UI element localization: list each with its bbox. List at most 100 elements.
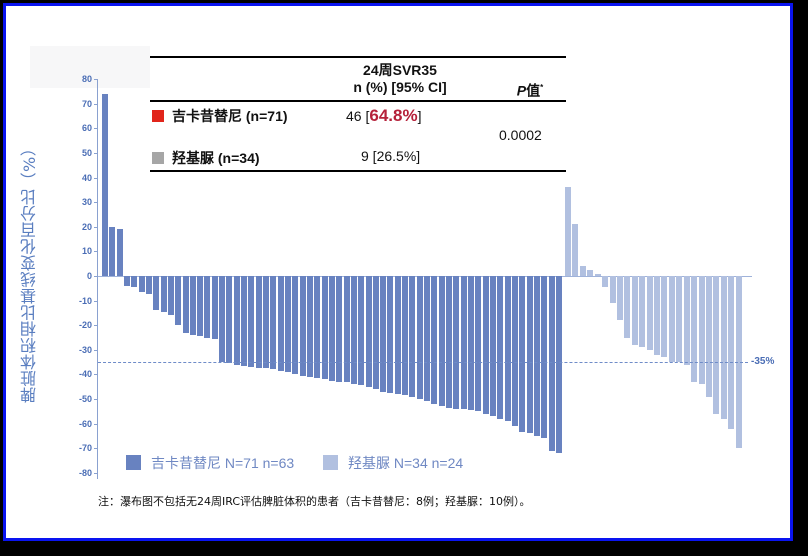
- bar-jaktinib: [131, 276, 138, 288]
- bar-jaktinib: [109, 226, 116, 276]
- bar-jaktinib: [343, 276, 350, 382]
- bar-jaktinib: [314, 276, 321, 379]
- bar-jaktinib: [489, 276, 496, 417]
- y-tick-mark: [94, 153, 98, 154]
- jaktinib-n: 46 [: [346, 108, 370, 124]
- bar-jaktinib: [438, 276, 445, 407]
- legend-label-hydroxyurea: 羟基脲 N=34 n=24: [348, 455, 464, 471]
- y-tick-mark: [94, 349, 98, 351]
- bar-hydroxyurea: [609, 276, 616, 304]
- bar-jaktinib: [460, 276, 467, 409]
- footnote: 注：瀑布图不包括无24周IRC评估脾脏体积的患者（吉卡昔替尼：8例；羟基脲：10…: [98, 495, 531, 508]
- y-tick-label: -60: [78, 418, 92, 429]
- legend-item-jaktinib: 吉卡昔替尼 N=71 n=63: [126, 453, 294, 473]
- bar-jaktinib: [555, 276, 562, 454]
- red-swatch-icon: [152, 110, 164, 122]
- bar-hydroxyurea: [639, 276, 646, 348]
- bar-jaktinib: [226, 276, 233, 364]
- row-value-jaktinib: 46 [64.8%]: [346, 106, 421, 126]
- background-band: [30, 46, 150, 88]
- bar-jaktinib: [336, 276, 343, 382]
- bar-hydroxyurea: [602, 276, 609, 288]
- bar-jaktinib: [533, 276, 540, 436]
- y-tick-mark: [94, 300, 98, 302]
- bar-jaktinib: [189, 276, 196, 336]
- row-value-hydroxyurea: 9 [26.5%]: [361, 148, 421, 164]
- bar-jaktinib: [475, 276, 482, 412]
- bar-jaktinib: [167, 276, 174, 316]
- row-label-hydroxyurea: 羟基脲 (n=34): [152, 148, 260, 168]
- y-tick-label: 50: [81, 148, 92, 158]
- hydroxyurea-label: 羟基脲 (n=34): [172, 150, 260, 166]
- bar-jaktinib: [387, 276, 394, 393]
- bar-jaktinib: [548, 276, 555, 451]
- bar-jaktinib: [145, 276, 152, 295]
- bar-jaktinib: [263, 276, 270, 369]
- header-line2: n (%) [95% CI]: [353, 79, 447, 95]
- bar-jaktinib: [306, 276, 313, 377]
- bar-jaktinib: [416, 276, 423, 399]
- bar-hydroxyurea: [720, 276, 727, 419]
- bar-hydroxyurea: [728, 276, 735, 429]
- legend-label-jaktinib: 吉卡昔替尼 N=71 n=63: [151, 455, 295, 471]
- bar-jaktinib: [153, 276, 160, 311]
- y-tick-mark: [94, 448, 98, 450]
- y-tick-label: 70: [81, 98, 92, 109]
- bar-jaktinib: [365, 276, 372, 387]
- bar-jaktinib: [241, 276, 248, 366]
- bar-jaktinib: [233, 276, 240, 365]
- y-tick-label: 10: [81, 246, 92, 257]
- bar-hydroxyurea: [631, 276, 638, 345]
- bar-jaktinib: [504, 276, 511, 422]
- bar-jaktinib: [409, 276, 416, 397]
- bar-jaktinib: [468, 276, 474, 411]
- bar-jaktinib: [402, 276, 409, 396]
- figure-panel: 脾脏体积相比基线变化百分比（%） 80 70 60 50 40 30 20 10 0 -10 -20…: [3, 3, 793, 541]
- bar-jaktinib: [138, 276, 145, 292]
- bar-jaktinib: [116, 229, 123, 276]
- y-axis-line: [97, 79, 98, 479]
- legend-item-hydroxyurea: 羟基脲 N=34 n=24: [323, 453, 463, 473]
- bar-jaktinib: [350, 276, 357, 385]
- table-top-rule: [150, 56, 566, 58]
- bar-jaktinib: [321, 276, 328, 380]
- bar-hydroxyurea: [594, 273, 601, 276]
- jaktinib-label: 吉卡昔替尼 (n=71): [172, 108, 288, 124]
- bar-hydroxyurea: [646, 276, 653, 350]
- bar-jaktinib: [482, 276, 489, 414]
- bar-hydroxyurea: [565, 187, 571, 276]
- bar-jaktinib: [270, 276, 277, 370]
- bar-hydroxyurea: [691, 276, 698, 382]
- row-label-jaktinib: 吉卡昔替尼 (n=71): [152, 106, 288, 126]
- bar-jaktinib: [446, 276, 453, 408]
- bar-jaktinib: [248, 276, 255, 368]
- bar-jaktinib: [160, 276, 167, 312]
- y-tick-label: -80: [78, 467, 92, 478]
- bar-jaktinib: [519, 276, 526, 433]
- y-tick-label: -10: [78, 295, 92, 306]
- bar-hydroxyurea: [579, 266, 586, 276]
- y-tick-label: -40: [78, 369, 92, 380]
- bar-hydroxyurea: [683, 276, 690, 365]
- jaktinib-close: ]: [417, 108, 422, 124]
- y-tick-mark: [94, 202, 98, 204]
- y-tick-label: -20: [78, 320, 92, 331]
- bar-hydroxyurea: [676, 276, 683, 363]
- bar-jaktinib: [219, 276, 226, 363]
- bar-jaktinib: [102, 93, 108, 276]
- bar-jaktinib: [372, 276, 379, 390]
- y-tick-label: -50: [78, 394, 92, 404]
- bar-jaktinib: [424, 276, 431, 402]
- bar-jaktinib: [541, 276, 548, 439]
- bar-jaktinib: [285, 276, 291, 372]
- y-tick-mark: [94, 103, 98, 105]
- y-tick-label: -30: [78, 344, 92, 355]
- jaktinib-pct: 64.8%: [369, 106, 418, 125]
- bar-hydroxyurea: [668, 276, 675, 363]
- bar-hydroxyurea: [616, 276, 623, 321]
- p-footnote-marker: *: [540, 83, 544, 92]
- y-tick-mark: [94, 79, 98, 81]
- bar-jaktinib: [431, 276, 438, 404]
- y-tick-label: 80: [81, 74, 92, 85]
- bar-jaktinib: [526, 276, 533, 434]
